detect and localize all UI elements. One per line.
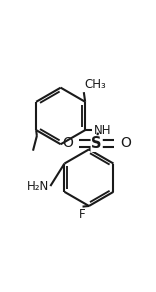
Text: CH₃: CH₃ (84, 78, 106, 91)
Text: S: S (91, 136, 102, 151)
Text: NH: NH (93, 124, 111, 137)
Text: O: O (62, 136, 73, 150)
Text: O: O (120, 136, 131, 150)
Text: H₂N: H₂N (27, 180, 49, 192)
Text: F: F (79, 208, 86, 221)
